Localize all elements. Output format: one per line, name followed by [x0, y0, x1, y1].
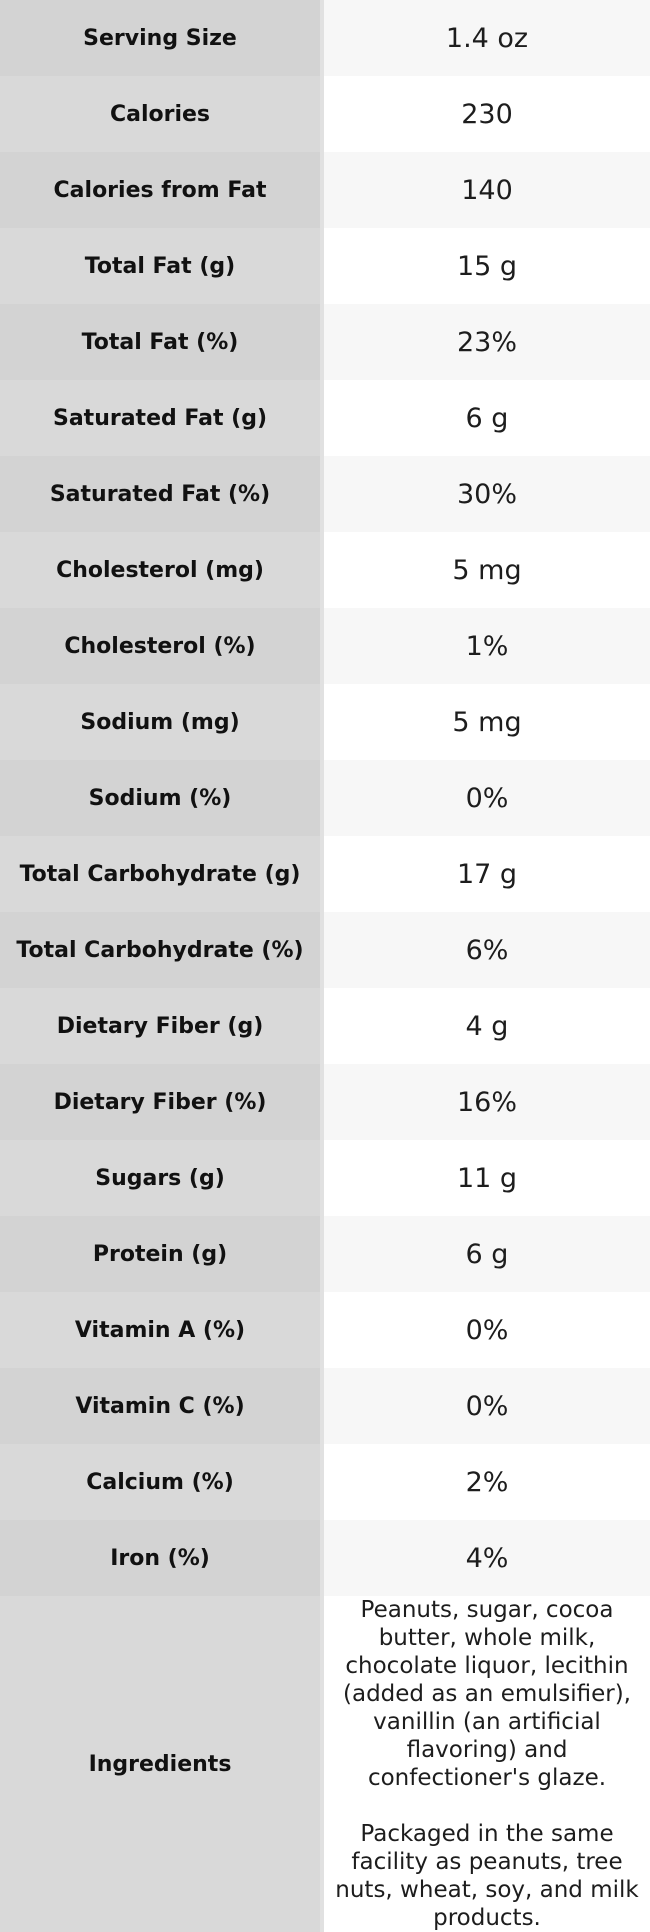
table-row: Calories from Fat 140 — [0, 152, 650, 228]
row-label: Sodium (mg) — [0, 684, 324, 760]
ingredients-value: Peanuts, sugar, cocoa butter, whole milk… — [324, 1596, 650, 1932]
row-label: Saturated Fat (%) — [0, 456, 324, 532]
table-row: Sodium (mg) 5 mg — [0, 684, 650, 760]
row-label: Calories — [0, 76, 324, 152]
row-label: Total Carbohydrate (g) — [0, 836, 324, 912]
row-label: Cholesterol (mg) — [0, 532, 324, 608]
row-label: Vitamin A (%) — [0, 1292, 324, 1368]
row-label: Protein (g) — [0, 1216, 324, 1292]
row-label: Calories from Fat — [0, 152, 324, 228]
table-row: Iron (%) 4% — [0, 1520, 650, 1596]
row-label: Calcium (%) — [0, 1444, 324, 1520]
row-label: Serving Size — [0, 0, 324, 76]
row-value: 230 — [324, 76, 650, 152]
table-row: Sugars (g) 11 g — [0, 1140, 650, 1216]
row-value: 5 mg — [324, 684, 650, 760]
row-value: 0% — [324, 1292, 650, 1368]
row-label: Vitamin C (%) — [0, 1368, 324, 1444]
table-row: Calories 230 — [0, 76, 650, 152]
row-label: Cholesterol (%) — [0, 608, 324, 684]
row-label: Iron (%) — [0, 1520, 324, 1596]
table-row: Protein (g) 6 g — [0, 1216, 650, 1292]
row-label: Total Fat (g) — [0, 228, 324, 304]
row-value: 11 g — [324, 1140, 650, 1216]
table-row: Vitamin C (%) 0% — [0, 1368, 650, 1444]
table-row-ingredients: Ingredients Peanuts, sugar, cocoa butter… — [0, 1596, 650, 1932]
row-value: 6 g — [324, 380, 650, 456]
table-row: Total Fat (%) 23% — [0, 304, 650, 380]
row-label: Dietary Fiber (g) — [0, 988, 324, 1064]
row-value: 5 mg — [324, 532, 650, 608]
row-value: 1.4 oz — [324, 0, 650, 76]
row-value: 4% — [324, 1520, 650, 1596]
table-row: Calcium (%) 2% — [0, 1444, 650, 1520]
row-value: 1% — [324, 608, 650, 684]
row-value: 140 — [324, 152, 650, 228]
row-value: 4 g — [324, 988, 650, 1064]
table-row: Saturated Fat (%) 30% — [0, 456, 650, 532]
table-row: Total Carbohydrate (%) 6% — [0, 912, 650, 988]
table-row: Cholesterol (%) 1% — [0, 608, 650, 684]
table-row: Saturated Fat (g) 6 g — [0, 380, 650, 456]
table-row: Serving Size 1.4 oz — [0, 0, 650, 76]
row-value: 0% — [324, 760, 650, 836]
row-label: Sodium (%) — [0, 760, 324, 836]
row-label: Dietary Fiber (%) — [0, 1064, 324, 1140]
table-row: Vitamin A (%) 0% — [0, 1292, 650, 1368]
table-row: Total Fat (g) 15 g — [0, 228, 650, 304]
row-value: 17 g — [324, 836, 650, 912]
row-label: Sugars (g) — [0, 1140, 324, 1216]
row-label: Saturated Fat (g) — [0, 380, 324, 456]
ingredients-label: Ingredients — [0, 1596, 324, 1932]
row-value: 0% — [324, 1368, 650, 1444]
row-value: 2% — [324, 1444, 650, 1520]
row-value: 30% — [324, 456, 650, 532]
row-label: Total Carbohydrate (%) — [0, 912, 324, 988]
row-label: Total Fat (%) — [0, 304, 324, 380]
table-row: Sodium (%) 0% — [0, 760, 650, 836]
table-row: Total Carbohydrate (g) 17 g — [0, 836, 650, 912]
table-row: Dietary Fiber (g) 4 g — [0, 988, 650, 1064]
table-row: Dietary Fiber (%) 16% — [0, 1064, 650, 1140]
row-value: 15 g — [324, 228, 650, 304]
row-value: 16% — [324, 1064, 650, 1140]
row-value: 6 g — [324, 1216, 650, 1292]
table-row: Cholesterol (mg) 5 mg — [0, 532, 650, 608]
row-value: 23% — [324, 304, 650, 380]
row-value: 6% — [324, 912, 650, 988]
